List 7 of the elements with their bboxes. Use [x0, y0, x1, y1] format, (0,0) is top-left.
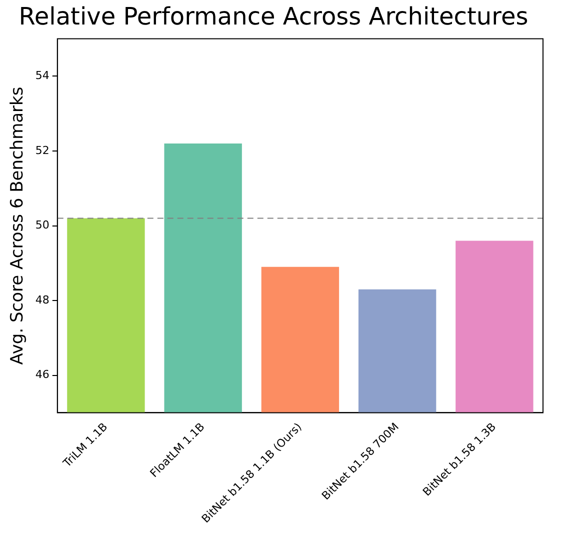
y-tick-label: 48 — [35, 293, 50, 306]
y-tick-label: 50 — [35, 218, 50, 232]
y-tick-label: 54 — [35, 69, 50, 82]
chart-title: Relative Performance Across Architectures — [18, 2, 528, 31]
y-axis-title: Avg. Score Across 6 Benchmarks — [8, 86, 28, 365]
y-tick-label: 52 — [35, 144, 50, 157]
y-tick-label: 46 — [35, 368, 50, 382]
